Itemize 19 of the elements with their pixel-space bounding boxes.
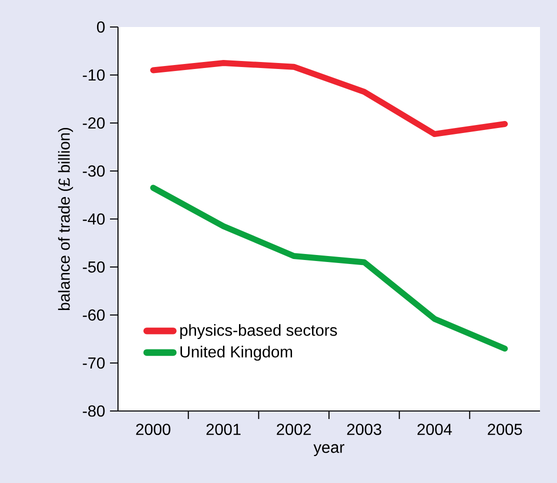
x-tick-label: 2001 (206, 424, 241, 436)
y-tick-label: -70 (82, 357, 105, 369)
y-tick-label: 0 (97, 21, 105, 33)
x-tick-label: 2003 (347, 424, 382, 436)
y-tick-label: -10 (82, 69, 105, 81)
y-tick-label: -50 (82, 261, 105, 273)
x-tick-label: 2002 (276, 424, 311, 436)
x-tick-label: 2004 (418, 424, 452, 436)
y-tick-label: -20 (82, 117, 105, 129)
legend-label: United Kingdom (180, 346, 292, 361)
x-tick-label: 2005 (488, 424, 522, 436)
y-tick-label: -40 (82, 213, 105, 225)
y-axis-title: balance of trade (£ billion) (58, 128, 74, 310)
y-tick-label: -60 (82, 309, 105, 321)
legend-label: physics-based sectors (180, 324, 337, 340)
y-tick-label: -80 (82, 405, 105, 417)
x-tick-label: 2000 (136, 424, 170, 436)
y-tick-label: -30 (82, 165, 105, 177)
x-axis-title: year (313, 444, 344, 456)
